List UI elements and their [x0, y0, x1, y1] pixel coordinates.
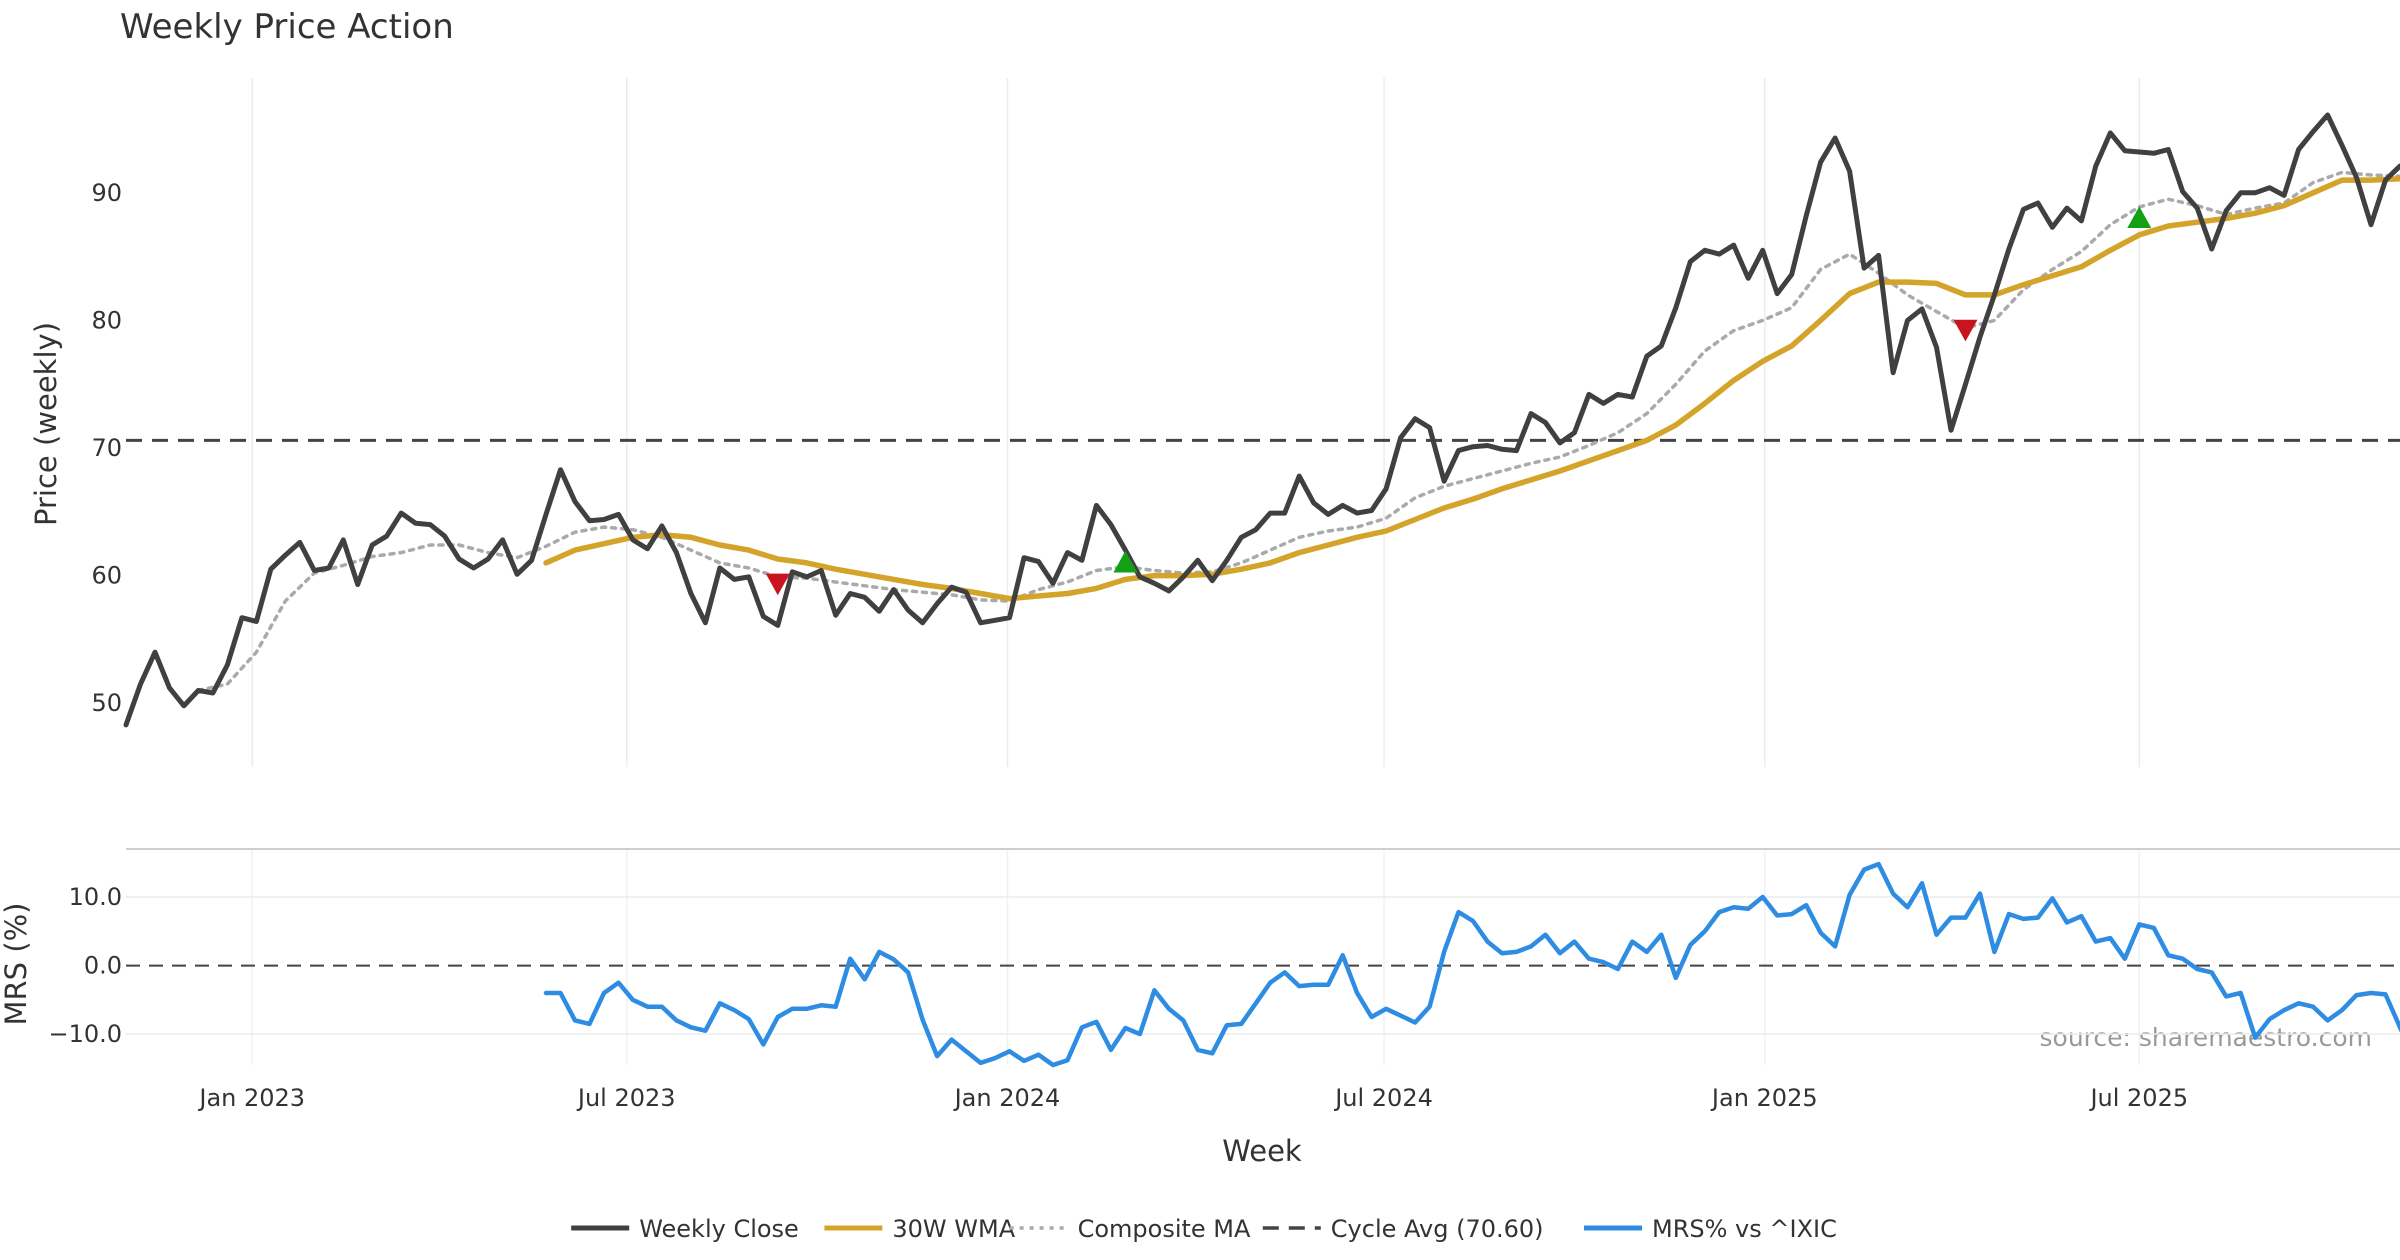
- weekly-close-line: [123, 112, 2400, 728]
- x-axis-label: Week: [1222, 1134, 1302, 1168]
- price-y-tick-label: 90: [91, 179, 122, 207]
- reference-lines: [126, 438, 2400, 967]
- x-tick-label: Jan 2023: [197, 1084, 305, 1112]
- mrs-y-tick-label: 10.0: [69, 883, 122, 911]
- buy-signal-marker: [2127, 206, 2152, 228]
- legend-label: Composite MA: [1078, 1215, 1251, 1243]
- source-note: source: sharemaestro.com: [2040, 1023, 2373, 1052]
- mrs-vs-ixic-line: [543, 861, 2400, 1068]
- buy-signal-marker: [1113, 550, 1138, 573]
- price-y-tick-label: 50: [91, 689, 122, 717]
- mrs-y-axis-label: MRS (%): [0, 903, 33, 1026]
- mrs-y-tick-label: −10.0: [48, 1020, 122, 1048]
- legend-label: 30W WMA: [892, 1215, 1015, 1243]
- legend-item-weekly-close: Weekly Close: [571, 1215, 799, 1243]
- legend-item-30w-wma: 30W WMA: [824, 1215, 1016, 1243]
- tick-labels: Jan 2023 Jul 2023 Jan 2024 Jul 2024 Jan 2025…: [48, 179, 2188, 1112]
- chart-title: Weekly Price Action: [120, 7, 454, 47]
- x-tick-label: Jan 2024: [953, 1084, 1061, 1112]
- price-y-tick-label: 80: [91, 306, 122, 334]
- sell-signal-marker: [765, 573, 790, 596]
- legend-item-mrs-vs-ixic: MRS% vs ^IXIC: [1584, 1215, 1837, 1243]
- 30w-wma-line: [543, 176, 2400, 602]
- legend-label: Cycle Avg (70.60): [1331, 1215, 1544, 1243]
- legend-label: Weekly Close: [639, 1215, 799, 1243]
- legend-item-composite-ma: Composite MA: [1009, 1215, 1251, 1243]
- x-tick-label: Jul 2023: [576, 1084, 676, 1112]
- price-y-tick-label: 60: [91, 562, 122, 590]
- mrs-y-tick-label: 0.0: [84, 952, 122, 980]
- price-y-tick-label: 70: [91, 434, 122, 462]
- legend-item-cycle-avg-70-60: Cycle Avg (70.60): [1262, 1215, 1544, 1243]
- x-tick-label: Jul 2024: [1333, 1084, 1433, 1112]
- x-tick-label: Jan 2025: [1710, 1084, 1818, 1112]
- legend-label: MRS% vs ^IXIC: [1652, 1215, 1837, 1243]
- sell-signal-marker: [1953, 319, 1978, 342]
- series-layer: [123, 112, 2400, 1068]
- x-tick-label: Jul 2025: [2088, 1084, 2188, 1112]
- composite-ma-line: [196, 170, 2400, 693]
- price-y-axis-label: Price (weekly): [29, 322, 63, 526]
- grid-layer: [126, 78, 2400, 1065]
- legend: Weekly Close 30W WMA Composite MA Cycle Avg…: [571, 1215, 1837, 1243]
- signal-markers: [765, 206, 2152, 596]
